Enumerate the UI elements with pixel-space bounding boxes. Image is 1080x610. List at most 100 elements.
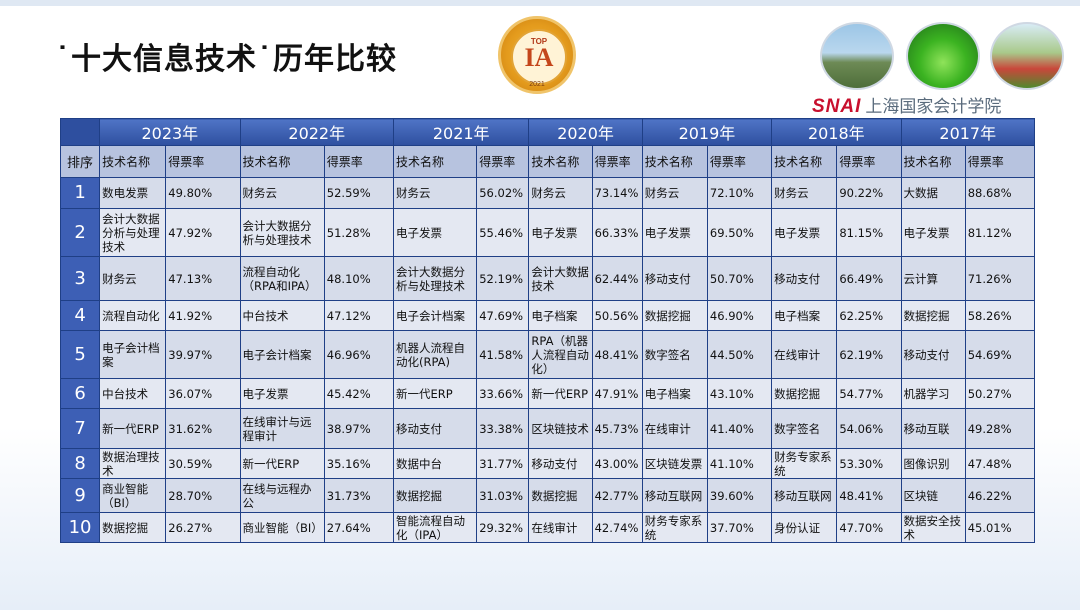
vote-rate-cell: 69.50% <box>706 208 773 257</box>
vote-rate-cell: 43.10% <box>706 378 773 409</box>
tech-name-cell: 电子会计档案 <box>239 330 325 379</box>
tech-name-cell: 财务云 <box>392 177 478 209</box>
vote-rate-cell: 62.25% <box>836 300 902 331</box>
tech-name-cell: 数电发票 <box>99 177 167 209</box>
tech-name-cell: 会计大数据分析与处理技术 <box>392 256 478 301</box>
tech-name-cell: 电子发票 <box>528 208 593 257</box>
tech-name-cell: 新一代ERP <box>239 448 325 479</box>
vote-rate-cell: 54.69% <box>964 330 1036 379</box>
vote-rate-header: 得票率 <box>964 145 1036 178</box>
tech-name-cell: 区块链发票 <box>641 448 708 479</box>
table-row: 3 财务云 47.13% 流程自动化（RPA和IPA） 48.10% 会计大数据分析与处理… <box>59 256 1036 301</box>
vote-rate-cell: 49.28% <box>964 408 1036 449</box>
table-row: 8 数据治理技术 30.59% 新一代ERP 35.16% 数据中台 31.77% 移动支付 4… <box>59 448 1036 479</box>
vote-rate-cell: 31.77% <box>476 448 530 479</box>
vote-rate-cell: 62.44% <box>591 256 643 301</box>
vote-rate-cell: 47.70% <box>836 512 902 543</box>
rank-cell: 6 <box>59 378 101 409</box>
tech-name-cell: 移动支付 <box>528 448 593 479</box>
vote-rate-cell: 81.12% <box>964 208 1036 257</box>
vote-rate-cell: 71.26% <box>964 256 1036 301</box>
vote-rate-cell: 39.60% <box>706 478 773 513</box>
tech-name-cell: 数据挖掘 <box>99 512 167 543</box>
tech-name-cell: 移动互联网 <box>771 478 838 513</box>
tech-name-header: 技术名称 <box>641 145 708 178</box>
tech-name-cell: 新一代ERP <box>528 378 593 409</box>
tech-name-cell: 区块链技术 <box>528 408 593 449</box>
table-row: 10 数据挖掘 26.27% 商业智能（BI） 27.64% 智能流程自动化（IPA） 29… <box>59 512 1036 543</box>
table-row: 9 商业智能（BI） 28.70% 在线与远程办公 31.73% 数据挖掘 31.03% 数据… <box>59 478 1036 513</box>
rank-cell: 7 <box>59 408 101 449</box>
vote-rate-cell: 53.30% <box>836 448 902 479</box>
year-header: 2018年 <box>771 118 902 146</box>
badge-ia-text: IA <box>524 43 554 72</box>
rank-header: 排序 <box>59 145 101 178</box>
corner-cell <box>59 118 101 146</box>
vote-rate-cell: 52.59% <box>323 177 395 209</box>
vote-rate-cell: 41.58% <box>476 330 530 379</box>
tech-name-cell: 图像识别 <box>900 448 966 479</box>
page-title: ˙十大信息技术˙历年比较 <box>55 42 397 77</box>
table-row: 6 中台技术 36.07% 电子发票 45.42% 新一代ERP 33.66% 新一代ERP 4… <box>59 378 1036 409</box>
vote-rate-cell: 48.41% <box>591 330 643 379</box>
vote-rate-cell: 33.38% <box>476 408 530 449</box>
tech-name-cell: 机器学习 <box>900 378 966 409</box>
table-row: 2 会计大数据分析与处理技术 47.92% 会计大数据分析与处理技术 51.28% 电子发… <box>59 208 1036 257</box>
vote-rate-cell: 37.70% <box>706 512 773 543</box>
tech-name-cell: 会计大数据分析与处理技术 <box>99 208 167 257</box>
tech-name-header: 技术名称 <box>771 145 838 178</box>
vote-rate-header: 得票率 <box>836 145 902 178</box>
tech-name-cell: 数据治理技术 <box>99 448 167 479</box>
vote-rate-cell: 45.73% <box>591 408 643 449</box>
vote-rate-cell: 39.97% <box>165 330 241 379</box>
tech-name-cell: 移动互联网 <box>641 478 708 513</box>
tech-name-cell: 新一代ERP <box>99 408 167 449</box>
vote-rate-header: 得票率 <box>476 145 530 178</box>
tech-name-cell: 移动支付 <box>900 330 966 379</box>
vote-rate-cell: 44.50% <box>706 330 773 379</box>
vote-rate-cell: 46.96% <box>323 330 395 379</box>
vote-rate-cell: 27.64% <box>323 512 395 543</box>
tech-name-cell: 电子发票 <box>392 208 478 257</box>
tech-name-cell: 在线审计 <box>771 330 838 379</box>
badge-top-text: TOP <box>530 37 548 46</box>
tech-name-header: 技术名称 <box>392 145 478 178</box>
vote-rate-cell: 50.70% <box>706 256 773 301</box>
vote-rate-cell: 45.42% <box>323 378 395 409</box>
vote-rate-cell: 28.70% <box>165 478 241 513</box>
tech-name-cell: 数据安全技术 <box>900 512 966 543</box>
vote-rate-cell: 26.27% <box>165 512 241 543</box>
tech-name-cell: 在线审计 <box>528 512 593 543</box>
tech-name-cell: 云计算 <box>900 256 966 301</box>
tech-name-cell: 数据挖掘 <box>900 300 966 331</box>
vote-rate-header: 得票率 <box>706 145 773 178</box>
vote-rate-cell: 31.73% <box>323 478 395 513</box>
tech-name-cell: 移动支付 <box>771 256 838 301</box>
tech-name-header: 技术名称 <box>528 145 593 178</box>
tech-name-header: 技术名称 <box>900 145 966 178</box>
vote-rate-cell: 48.41% <box>836 478 902 513</box>
tech-name-cell: 数据挖掘 <box>641 300 708 331</box>
tech-name-cell: 电子会计档案 <box>392 300 478 331</box>
vote-rate-cell: 51.28% <box>323 208 395 257</box>
tech-name-cell: 财务专家系统 <box>641 512 708 543</box>
tech-name-cell: 电子档案 <box>771 300 838 331</box>
rank-cell: 3 <box>59 256 101 301</box>
vote-rate-cell: 46.22% <box>964 478 1036 513</box>
tech-name-cell: 在线与远程办公 <box>239 478 325 513</box>
vote-rate-cell: 41.10% <box>706 448 773 479</box>
vote-rate-header: 得票率 <box>591 145 643 178</box>
tech-name-cell: 财务云 <box>239 177 325 209</box>
tech-name-cell: 数字签名 <box>641 330 708 379</box>
year-header: 2023年 <box>99 118 241 146</box>
year-header-row: 2023年 2022年 2021年 2020年 2019年 2018年 2017年 <box>59 118 1036 146</box>
vote-rate-cell: 30.59% <box>165 448 241 479</box>
tech-name-cell: 数据挖掘 <box>528 478 593 513</box>
tech-name-cell: 财务云 <box>771 177 838 209</box>
rank-cell: 2 <box>59 208 101 257</box>
tech-name-cell: 财务云 <box>528 177 593 209</box>
tech-name-cell: 电子档案 <box>641 378 708 409</box>
vote-rate-header: 得票率 <box>323 145 395 178</box>
vote-rate-cell: 54.77% <box>836 378 902 409</box>
table-row: 1 数电发票 49.80% 财务云 52.59% 财务云 56.02% 财务云 73.14% 财务… <box>59 177 1036 209</box>
